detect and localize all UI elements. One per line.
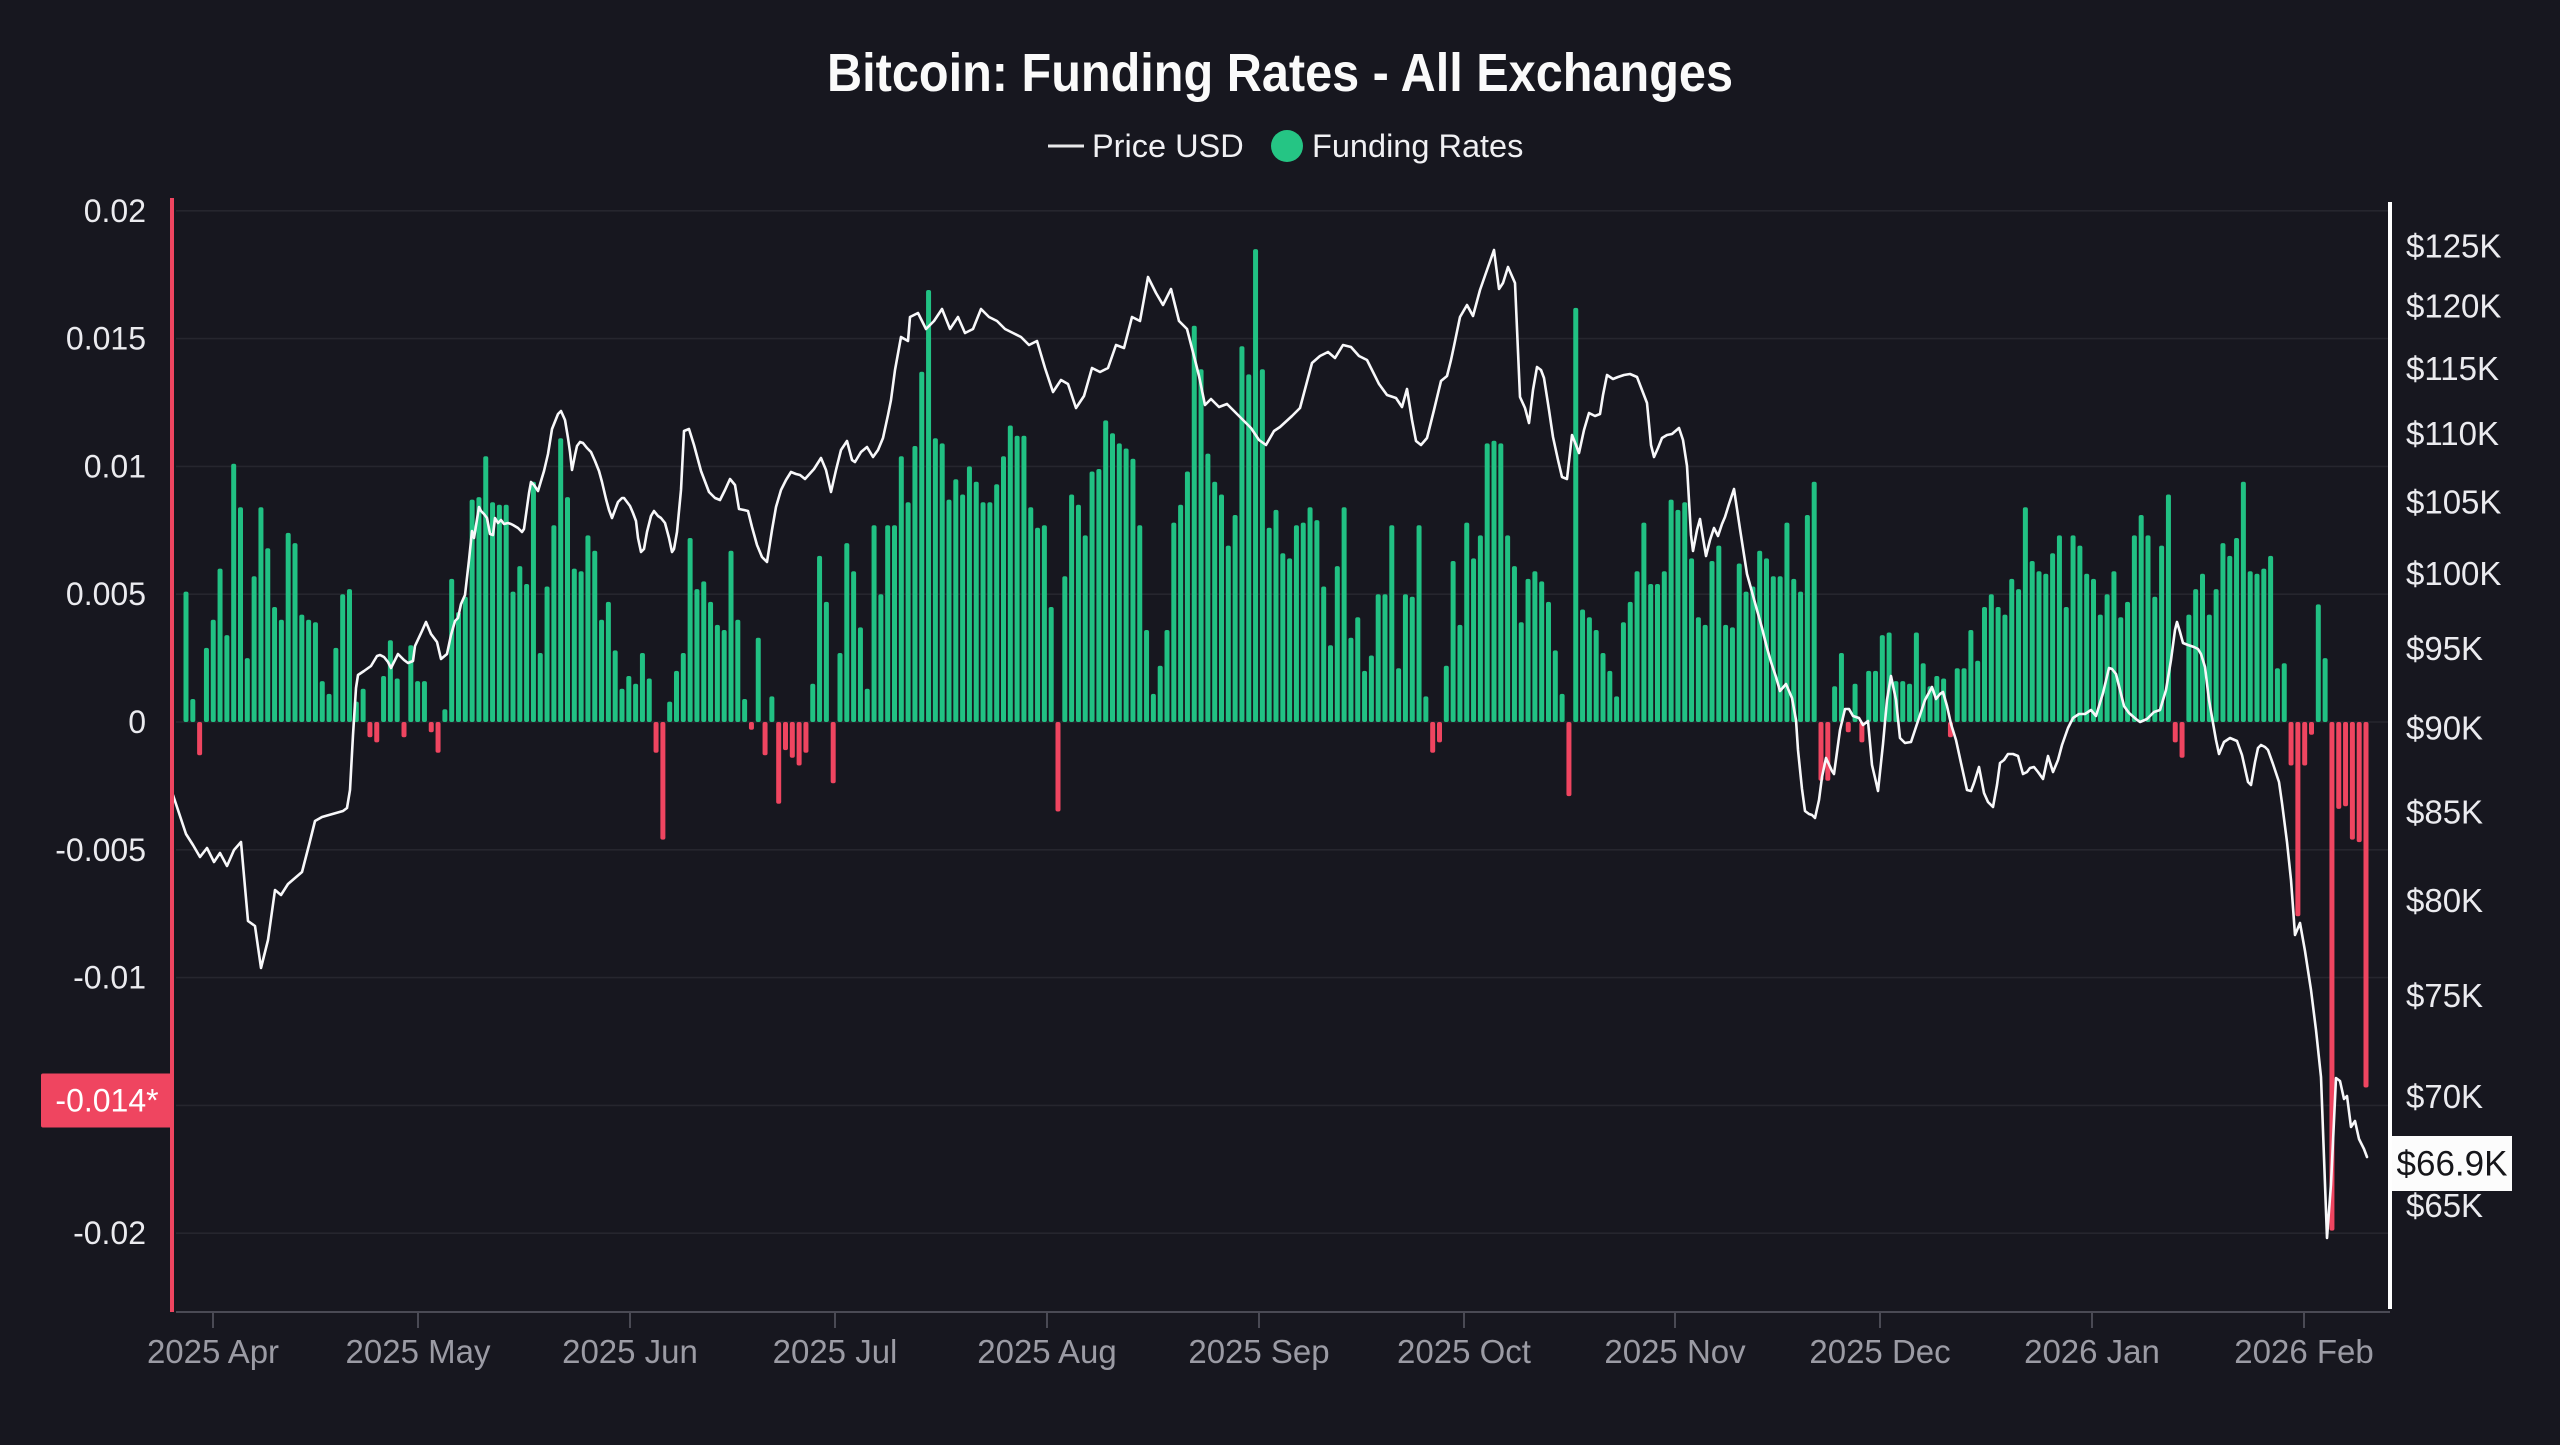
svg-text:2026 Jan: 2026 Jan bbox=[2024, 1333, 2160, 1370]
svg-text:$100K: $100K bbox=[2406, 555, 2501, 592]
svg-text:2025 Sep: 2025 Sep bbox=[1188, 1333, 1329, 1370]
svg-text:$85K: $85K bbox=[2406, 793, 2483, 830]
svg-text:$90K: $90K bbox=[2406, 709, 2483, 746]
svg-text:Funding Rates: Funding Rates bbox=[1312, 128, 1523, 164]
svg-text:$70K: $70K bbox=[2406, 1078, 2483, 1115]
svg-text:-0.005: -0.005 bbox=[55, 832, 146, 868]
svg-text:$80K: $80K bbox=[2406, 882, 2483, 919]
svg-text:0.02: 0.02 bbox=[84, 193, 146, 229]
svg-text:Price USD: Price USD bbox=[1092, 128, 1244, 164]
svg-text:0.01: 0.01 bbox=[84, 448, 146, 484]
svg-text:$110K: $110K bbox=[2406, 415, 2499, 452]
svg-text:Bitcoin: Funding Rates - All E: Bitcoin: Funding Rates - All Exchanges bbox=[827, 43, 1733, 103]
svg-text:2025 Jul: 2025 Jul bbox=[773, 1333, 898, 1370]
svg-text:2025 Apr: 2025 Apr bbox=[147, 1333, 279, 1370]
svg-text:$120K: $120K bbox=[2406, 287, 2501, 324]
svg-text:0.005: 0.005 bbox=[66, 576, 146, 612]
svg-text:$115K: $115K bbox=[2406, 350, 2499, 387]
svg-text:-0.01: -0.01 bbox=[73, 960, 146, 996]
svg-text:2025 Nov: 2025 Nov bbox=[1604, 1333, 1746, 1370]
svg-text:2025 Jun: 2025 Jun bbox=[562, 1333, 698, 1370]
svg-text:2025 Aug: 2025 Aug bbox=[977, 1333, 1116, 1370]
svg-text:$95K: $95K bbox=[2406, 630, 2483, 667]
svg-text:$105K: $105K bbox=[2406, 483, 2501, 520]
svg-text:$75K: $75K bbox=[2406, 977, 2483, 1014]
svg-text:2026 Feb: 2026 Feb bbox=[2234, 1333, 2373, 1370]
svg-text:0.015: 0.015 bbox=[66, 321, 146, 357]
svg-text:2025 May: 2025 May bbox=[346, 1333, 491, 1370]
svg-text:-0.02: -0.02 bbox=[73, 1215, 146, 1251]
svg-text:$125K: $125K bbox=[2406, 228, 2501, 265]
svg-text:0: 0 bbox=[128, 704, 146, 740]
svg-text:$65K: $65K bbox=[2406, 1187, 2483, 1224]
svg-text:$66.9K: $66.9K bbox=[2397, 1145, 2508, 1184]
svg-text:2025 Oct: 2025 Oct bbox=[1397, 1333, 1531, 1370]
svg-text:-0.014*: -0.014* bbox=[55, 1083, 158, 1119]
svg-text:2025 Dec: 2025 Dec bbox=[1809, 1333, 1950, 1370]
